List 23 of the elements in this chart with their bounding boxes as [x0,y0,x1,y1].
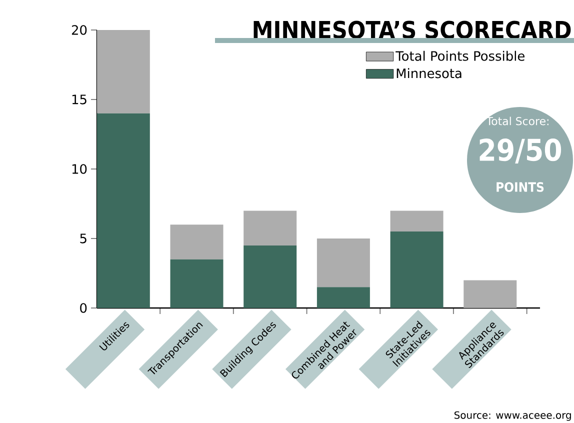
bar [390,232,444,308]
bar [244,245,297,308]
bar [170,259,224,308]
y-tick-label: 20 [72,25,87,35]
bar [97,30,150,114]
bar [316,238,370,288]
annotation: Total Score: [486,116,548,126]
bar [464,280,517,308]
bar [170,224,224,260]
annotation: 29/50 [480,138,562,164]
annotation: POINTS [496,182,544,192]
bar [97,113,150,308]
y-tick-label: 15 [72,94,86,104]
bar [390,210,444,232]
source-note: Source: www.aceee.org [454,411,571,421]
y-tick-label: 5 [80,234,86,244]
bar [316,287,370,308]
bar [244,210,297,246]
legend-label: Minnesota [396,68,462,78]
y-tick-label: 10 [72,164,87,174]
chart-title: MINNESOTA’S SCORECARD [254,20,571,39]
legend-label: Total Points Possible [396,50,524,61]
y-tick-label: 0 [80,303,87,313]
